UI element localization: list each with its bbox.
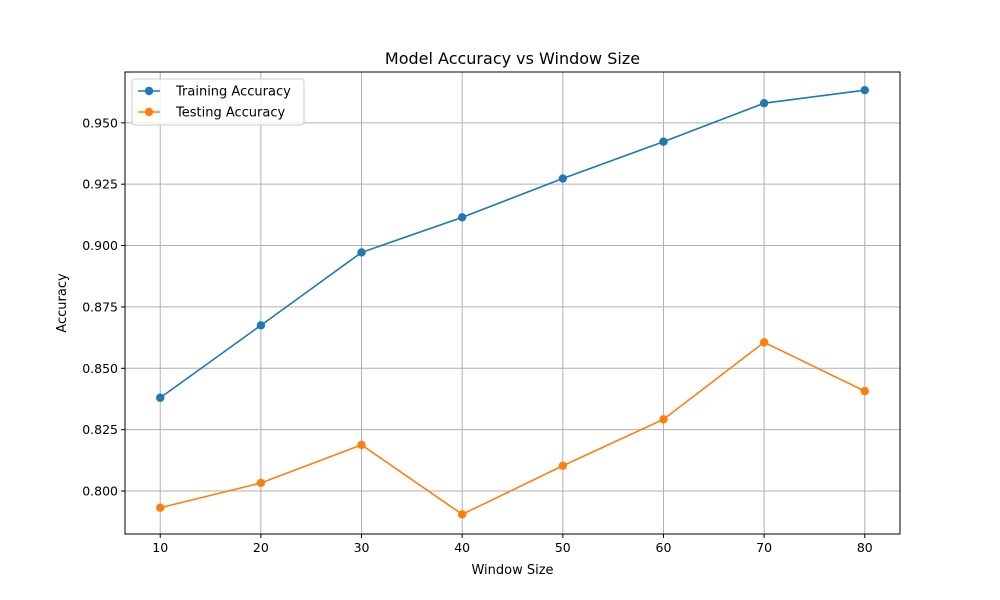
y-tick-label: 0.875 xyxy=(82,299,118,314)
data-point-training-accuracy xyxy=(457,213,467,222)
data-point-training-accuracy xyxy=(860,85,869,95)
legend-box xyxy=(131,78,305,126)
chart-title: Model Accuracy vs Window Size xyxy=(385,49,640,68)
x-axis-label: Window Size xyxy=(471,563,553,578)
legend-label-training-accuracy: Training Accuracy xyxy=(175,85,291,100)
x-axis-ticks: 10 20 30 40 50 60 70 80 xyxy=(152,534,873,555)
x-tick-label: 40 xyxy=(454,540,470,555)
y-tick-label: 0.900 xyxy=(82,238,118,253)
data-point-training-accuracy xyxy=(558,174,568,183)
x-tick-label: 30 xyxy=(354,540,370,555)
data-point-testing-accuracy xyxy=(256,478,266,488)
y-tick-label: 0.950 xyxy=(82,115,118,130)
y-axis-ticks: 0.800 0.825 0.850 0.875 0.900 0.925 0.950 xyxy=(82,115,125,499)
grid-lines xyxy=(125,72,900,534)
y-tick-label: 0.850 xyxy=(82,361,118,376)
legend-marker-testing-accuracy xyxy=(144,107,154,117)
legend-marker-training-accuracy xyxy=(144,86,154,96)
series-layer xyxy=(156,85,869,519)
y-tick-label: 0.825 xyxy=(82,422,118,437)
series-training-accuracy xyxy=(156,85,869,402)
data-point-training-accuracy xyxy=(357,248,366,257)
data-point-testing-accuracy xyxy=(357,440,366,450)
series-line-training-accuracy xyxy=(159,89,865,399)
x-tick-label: 80 xyxy=(857,540,873,555)
x-tick-label: 70 xyxy=(756,540,772,555)
plot-frame xyxy=(124,71,901,535)
y-tick-label: 0.800 xyxy=(82,484,118,499)
data-point-testing-accuracy xyxy=(759,338,769,347)
legend-label-testing-accuracy: Testing Accuracy xyxy=(175,106,285,121)
legend-entries: Training Accuracy Testing Accuracy xyxy=(138,85,291,121)
data-point-testing-accuracy xyxy=(558,461,568,470)
data-point-testing-accuracy xyxy=(860,386,869,396)
plot-area xyxy=(125,72,900,534)
data-point-training-accuracy xyxy=(659,137,668,146)
y-axis-label: Accuracy xyxy=(55,273,70,333)
data-point-testing-accuracy xyxy=(659,415,668,424)
x-tick-label: 20 xyxy=(253,540,269,555)
y-tick-label: 0.925 xyxy=(82,177,118,192)
x-tick-label: 50 xyxy=(555,540,571,555)
series-line-testing-accuracy xyxy=(160,341,866,516)
data-point-training-accuracy xyxy=(759,98,769,108)
x-tick-label: 60 xyxy=(656,540,672,555)
x-tick-label: 10 xyxy=(152,540,168,555)
data-point-training-accuracy xyxy=(156,393,165,402)
data-point-training-accuracy xyxy=(256,321,266,330)
legend: Training Accuracy Testing Accuracy xyxy=(131,78,305,126)
series-testing-accuracy xyxy=(156,338,869,519)
data-point-testing-accuracy xyxy=(156,503,165,512)
data-point-testing-accuracy xyxy=(457,510,467,519)
